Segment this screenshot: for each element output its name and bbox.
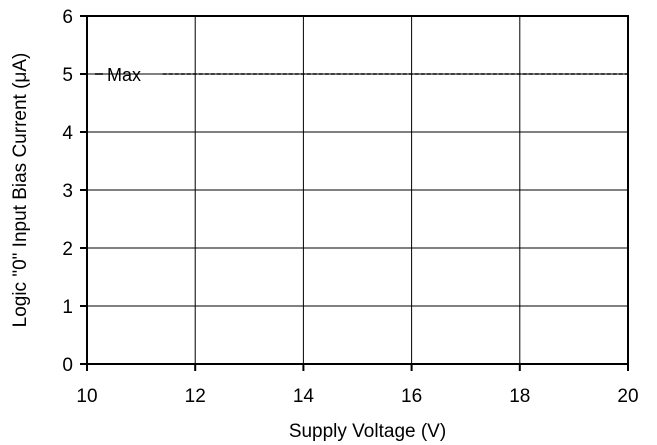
x-tick-label: 12 [185,386,206,407]
y-axis-title: Logic "0" Input Bias Current (μA) [10,53,31,328]
y-tick-label: 1 [62,297,73,318]
x-tick-label: 14 [293,386,315,407]
grid [86,15,629,365]
y-tick-label: 0 [62,355,73,376]
x-axis-title: Supply Voltage (V) [289,421,446,442]
x-tick-label: 18 [509,386,530,407]
y-tick-label: 3 [62,181,73,202]
y-tick-label: 5 [62,65,73,86]
y-tick-label: 6 [62,7,73,28]
series-label: Max [107,65,141,85]
series-layer: Max [95,65,628,85]
y-tick-label: 2 [62,239,73,260]
x-tick-label: 20 [617,386,638,407]
y-tick-label: 4 [62,123,73,144]
x-tick-label: 10 [76,386,97,407]
x-tick-label: 16 [401,386,422,407]
